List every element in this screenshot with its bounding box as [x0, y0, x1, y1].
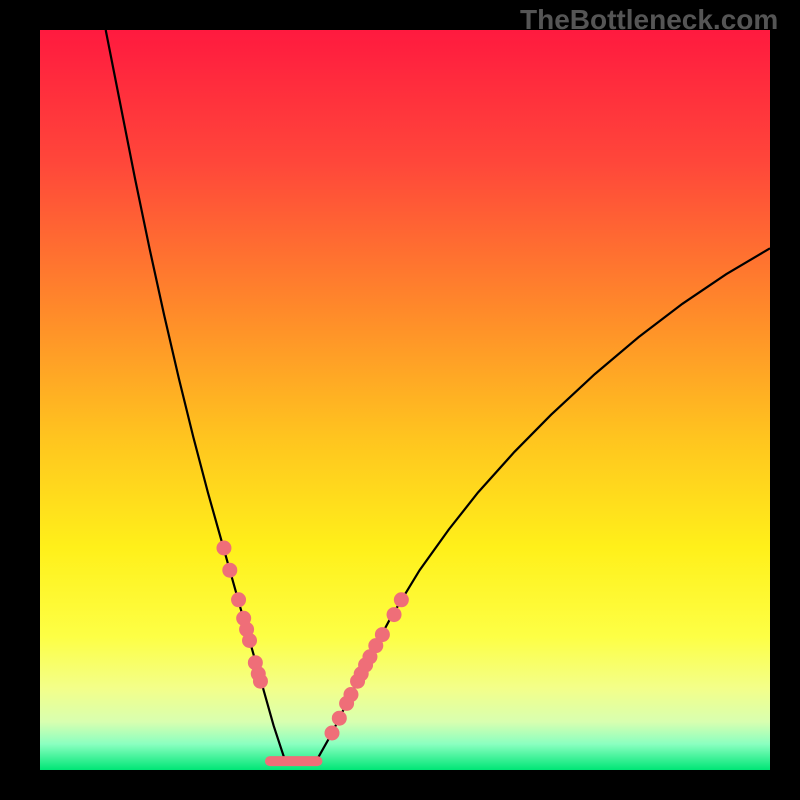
marker-dot	[332, 711, 347, 726]
marker-dot	[375, 627, 390, 642]
marker-dot	[242, 633, 257, 648]
chart-overlay	[0, 0, 800, 800]
curve-right	[317, 248, 770, 759]
marker-dot	[222, 563, 237, 578]
marker-dot	[231, 592, 246, 607]
marker-dot	[253, 674, 268, 689]
watermark-text: TheBottleneck.com	[520, 4, 778, 36]
marker-dot	[325, 726, 340, 741]
marker-dot	[343, 687, 358, 702]
marker-dot	[394, 592, 409, 607]
chart-frame: TheBottleneck.com	[0, 0, 800, 800]
curve-left	[106, 30, 285, 759]
marker-dot	[216, 541, 231, 556]
marker-dot	[387, 607, 402, 622]
